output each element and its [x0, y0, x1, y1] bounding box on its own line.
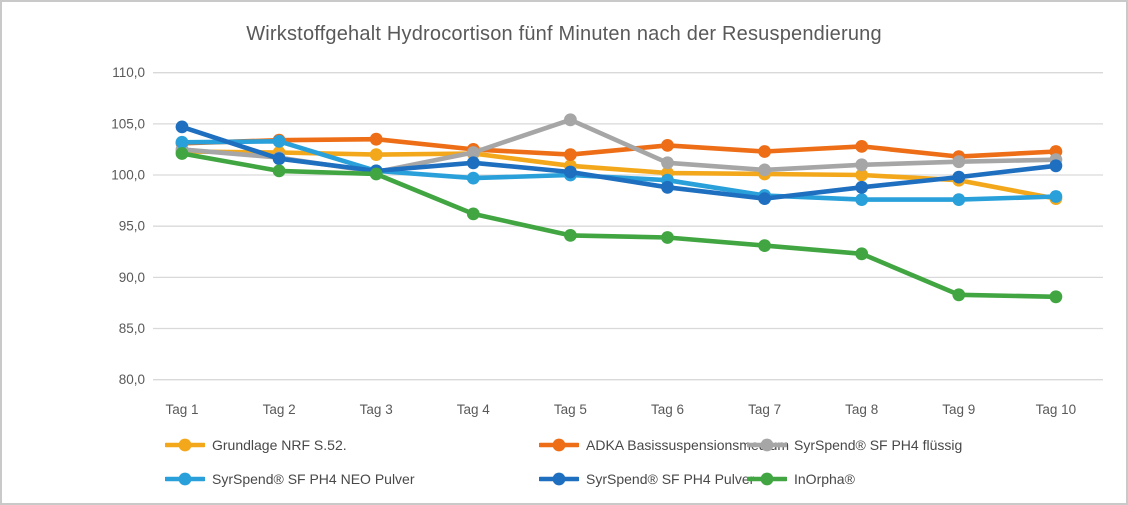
legend-label: SyrSpend® SF PH4 Pulver	[586, 471, 755, 487]
data-point-marker	[272, 164, 286, 178]
series-line	[179, 124, 1059, 201]
x-tick-label: Tag 9	[942, 402, 975, 417]
data-point-marker	[661, 139, 674, 152]
series-line	[179, 136, 1059, 159]
data-point-marker	[175, 120, 189, 134]
legend-marker-icon	[539, 438, 579, 452]
data-point-marker	[175, 135, 189, 149]
data-point-marker	[952, 288, 966, 302]
legend-label: SyrSpend® SF PH4 flüssig	[794, 437, 963, 453]
legend: Grundlage NRF S.52. ADKA Basissuspensions…	[165, 433, 1115, 501]
data-point-marker	[1049, 290, 1063, 304]
x-tick-label: Tag 1	[165, 402, 198, 417]
legend-marker-icon	[747, 472, 787, 486]
legend-marker-icon	[747, 438, 787, 452]
data-point-marker	[369, 148, 383, 162]
data-point-marker	[952, 170, 966, 184]
x-tick-label: Tag 2	[263, 402, 296, 417]
legend-item: SyrSpend® SF PH4 flüssig	[747, 437, 962, 453]
x-tick-label: Tag 10	[1036, 402, 1077, 417]
y-tick-label: 110,0	[112, 65, 145, 80]
data-point-marker	[661, 180, 674, 194]
y-tick-label: 85,0	[119, 321, 145, 336]
data-point-marker	[855, 158, 869, 172]
legend-marker-icon	[165, 438, 205, 452]
legend-item: Grundlage NRF S.52.	[165, 437, 539, 453]
legend-label: ADKA Basissuspensionsmedium	[586, 437, 790, 453]
x-tick-label: Tag 3	[360, 402, 393, 417]
y-tick-label: 100,0	[111, 168, 145, 183]
legend-item: SyrSpend® SF PH4 Pulver	[539, 471, 754, 487]
data-point-marker	[1049, 159, 1063, 173]
data-point-marker	[952, 193, 966, 207]
data-point-marker	[855, 247, 869, 261]
y-tick-label: 80,0	[119, 372, 145, 387]
series-line	[179, 149, 1059, 201]
legend-item: InOrpha®	[747, 471, 855, 487]
data-point-marker	[272, 152, 286, 166]
data-point-marker	[952, 155, 966, 169]
y-tick-label: 95,0	[119, 219, 145, 234]
data-point-marker	[758, 163, 771, 177]
series-line	[179, 151, 1059, 300]
legend-label: Grundlage NRF S.52.	[212, 437, 347, 453]
data-point-marker	[855, 180, 869, 194]
data-point-marker	[564, 113, 577, 127]
data-point-marker	[466, 156, 480, 170]
legend-label: SyrSpend® SF PH4 NEO Pulver	[212, 471, 415, 487]
y-tick-label: 105,0	[111, 116, 145, 131]
data-point-marker	[1049, 190, 1063, 203]
legend-label: InOrpha®	[794, 471, 855, 487]
data-point-marker	[175, 147, 189, 160]
data-point-marker	[758, 145, 771, 158]
legend-row: Grundlage NRF S.52. ADKA Basissuspensions…	[165, 433, 1115, 457]
chart-title: Wirkstoffgehalt Hydrocortison fünf Minut…	[246, 23, 882, 45]
data-point-marker	[564, 148, 577, 162]
x-tick-label: Tag 5	[554, 402, 587, 417]
legend-item: SyrSpend® SF PH4 NEO Pulver	[165, 471, 539, 487]
data-point-marker	[564, 229, 577, 242]
legend-marker-icon	[539, 472, 579, 486]
data-point-marker	[758, 192, 771, 206]
x-tick-label: Tag 6	[651, 402, 684, 417]
data-point-marker	[855, 140, 869, 153]
x-tick-label: Tag 8	[845, 402, 878, 417]
data-point-marker	[466, 146, 480, 159]
data-point-marker	[466, 171, 480, 185]
data-point-marker	[466, 207, 480, 221]
data-point-marker	[369, 132, 383, 146]
legend-marker-icon	[165, 472, 205, 486]
legend-row: SyrSpend® SF PH4 NEO Pulver SyrSpend® SF …	[165, 467, 1115, 491]
x-tick-label: Tag 4	[457, 402, 491, 417]
x-tick-label: Tag 7	[748, 402, 781, 417]
data-point-marker	[855, 168, 869, 182]
data-point-marker	[661, 156, 674, 170]
y-tick-label: 90,0	[119, 270, 145, 285]
data-point-marker	[758, 239, 771, 253]
data-point-marker	[564, 165, 577, 179]
data-point-marker	[369, 167, 383, 181]
data-point-marker	[661, 231, 674, 244]
legend-item: ADKA Basissuspensionsmedium	[539, 437, 789, 453]
data-point-marker	[855, 193, 869, 207]
data-point-marker	[272, 134, 286, 148]
